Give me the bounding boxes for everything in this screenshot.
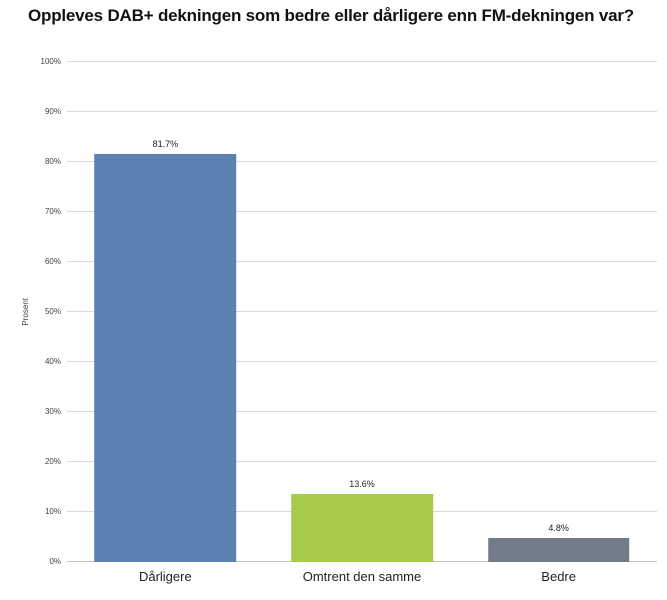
y-tick-label: 30%: [44, 407, 61, 416]
y-axis-label-wrap: Prosent: [18, 62, 32, 562]
y-tick-label: 100%: [40, 57, 61, 66]
category-slot-darligere: 81.7%: [67, 62, 264, 562]
x-tick-label-darligere: Dårligere: [138, 569, 192, 584]
y-tick-label: 20%: [44, 457, 61, 466]
y-tick-label: 0%: [49, 557, 61, 566]
gridline: [67, 211, 657, 212]
plot-area: 0% 10% 20% 30% 40% 50% 60% 70% 80% 90% 100% 81.7% 13…: [41, 58, 657, 566]
category-slot-bedre: 4.8%: [460, 62, 657, 562]
gridline: [67, 61, 657, 62]
x-tick-label-bedre: Bedre: [541, 569, 576, 584]
x-axis: Dårligere Omtrent den samme Bedre: [67, 567, 657, 593]
bar-omtrent-den-samme: [291, 494, 433, 562]
y-tick-label: 80%: [44, 157, 61, 166]
gridline: [67, 161, 657, 162]
bar-darligere: [94, 153, 237, 562]
bar-value-label: 4.8%: [548, 523, 569, 533]
bar-bedre: [487, 538, 630, 562]
y-axis-label: Prosent: [20, 298, 30, 326]
bar-value-label: 13.6%: [349, 479, 375, 489]
gridline: [67, 111, 657, 112]
y-tick-label: 40%: [44, 357, 61, 366]
y-tick-label: 60%: [44, 257, 61, 266]
x-tick-label-omtrent-den-samme: Omtrent den samme: [302, 569, 422, 584]
gridline: [67, 311, 657, 312]
y-tick-label: 70%: [44, 207, 61, 216]
gridline: [67, 261, 657, 262]
bar-value-label: 81.7%: [152, 138, 179, 149]
y-tick-label: 10%: [44, 507, 61, 516]
chart-title: Oppleves DAB+ dekningen som bedre eller …: [28, 6, 634, 25]
gridline: [67, 411, 657, 412]
category-slot-omtrent-den-samme: 13.6%: [264, 62, 461, 562]
gridline: [67, 361, 657, 362]
y-tick-label: 50%: [44, 307, 61, 316]
y-tick-label: 90%: [44, 107, 61, 116]
gridline: [67, 461, 657, 462]
